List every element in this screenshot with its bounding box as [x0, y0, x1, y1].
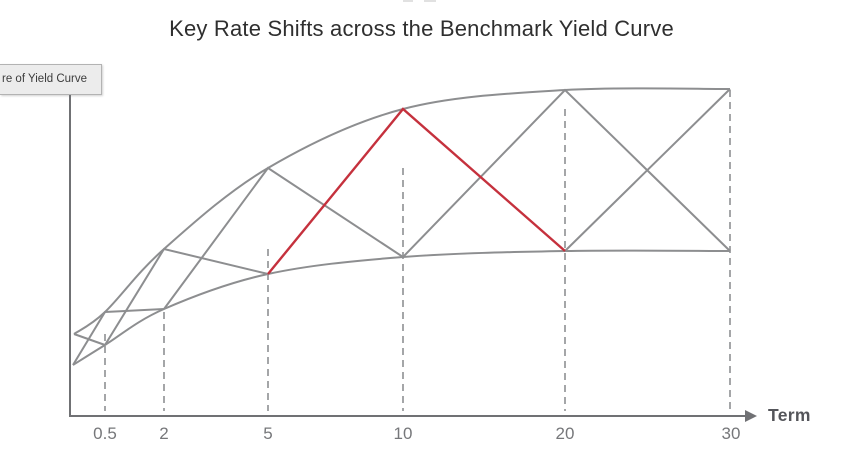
yield-curve-tooltip: re of Yield Curve	[0, 64, 102, 95]
cropped-text-fragment	[424, 0, 436, 2]
shifted-yield-curve	[73, 87, 731, 335]
key-rate-tent	[163, 166, 404, 310]
x-tick-label: 10	[393, 424, 413, 443]
key-rate-tent	[72, 308, 165, 366]
chart-title: Key Rate Shifts across the Benchmark Yie…	[169, 16, 674, 41]
x-axis-arrowhead-icon	[745, 410, 757, 422]
key-rate-tent	[402, 88, 731, 258]
x-tick-label: 2	[159, 424, 169, 443]
x-tick-label: 30	[721, 424, 741, 443]
key-rate-tent	[104, 247, 269, 346]
benchmark-yield-curve	[72, 249, 731, 366]
cropped-text-fragment	[403, 0, 413, 2]
x-axis-title: Term	[768, 405, 811, 425]
x-tick-label: 0.5	[93, 424, 117, 443]
key-rate-tent-highlighted	[267, 107, 566, 275]
x-tick-label: 20	[555, 424, 575, 443]
key-rate-tent	[564, 88, 731, 252]
x-tick-label: 5	[263, 424, 273, 443]
